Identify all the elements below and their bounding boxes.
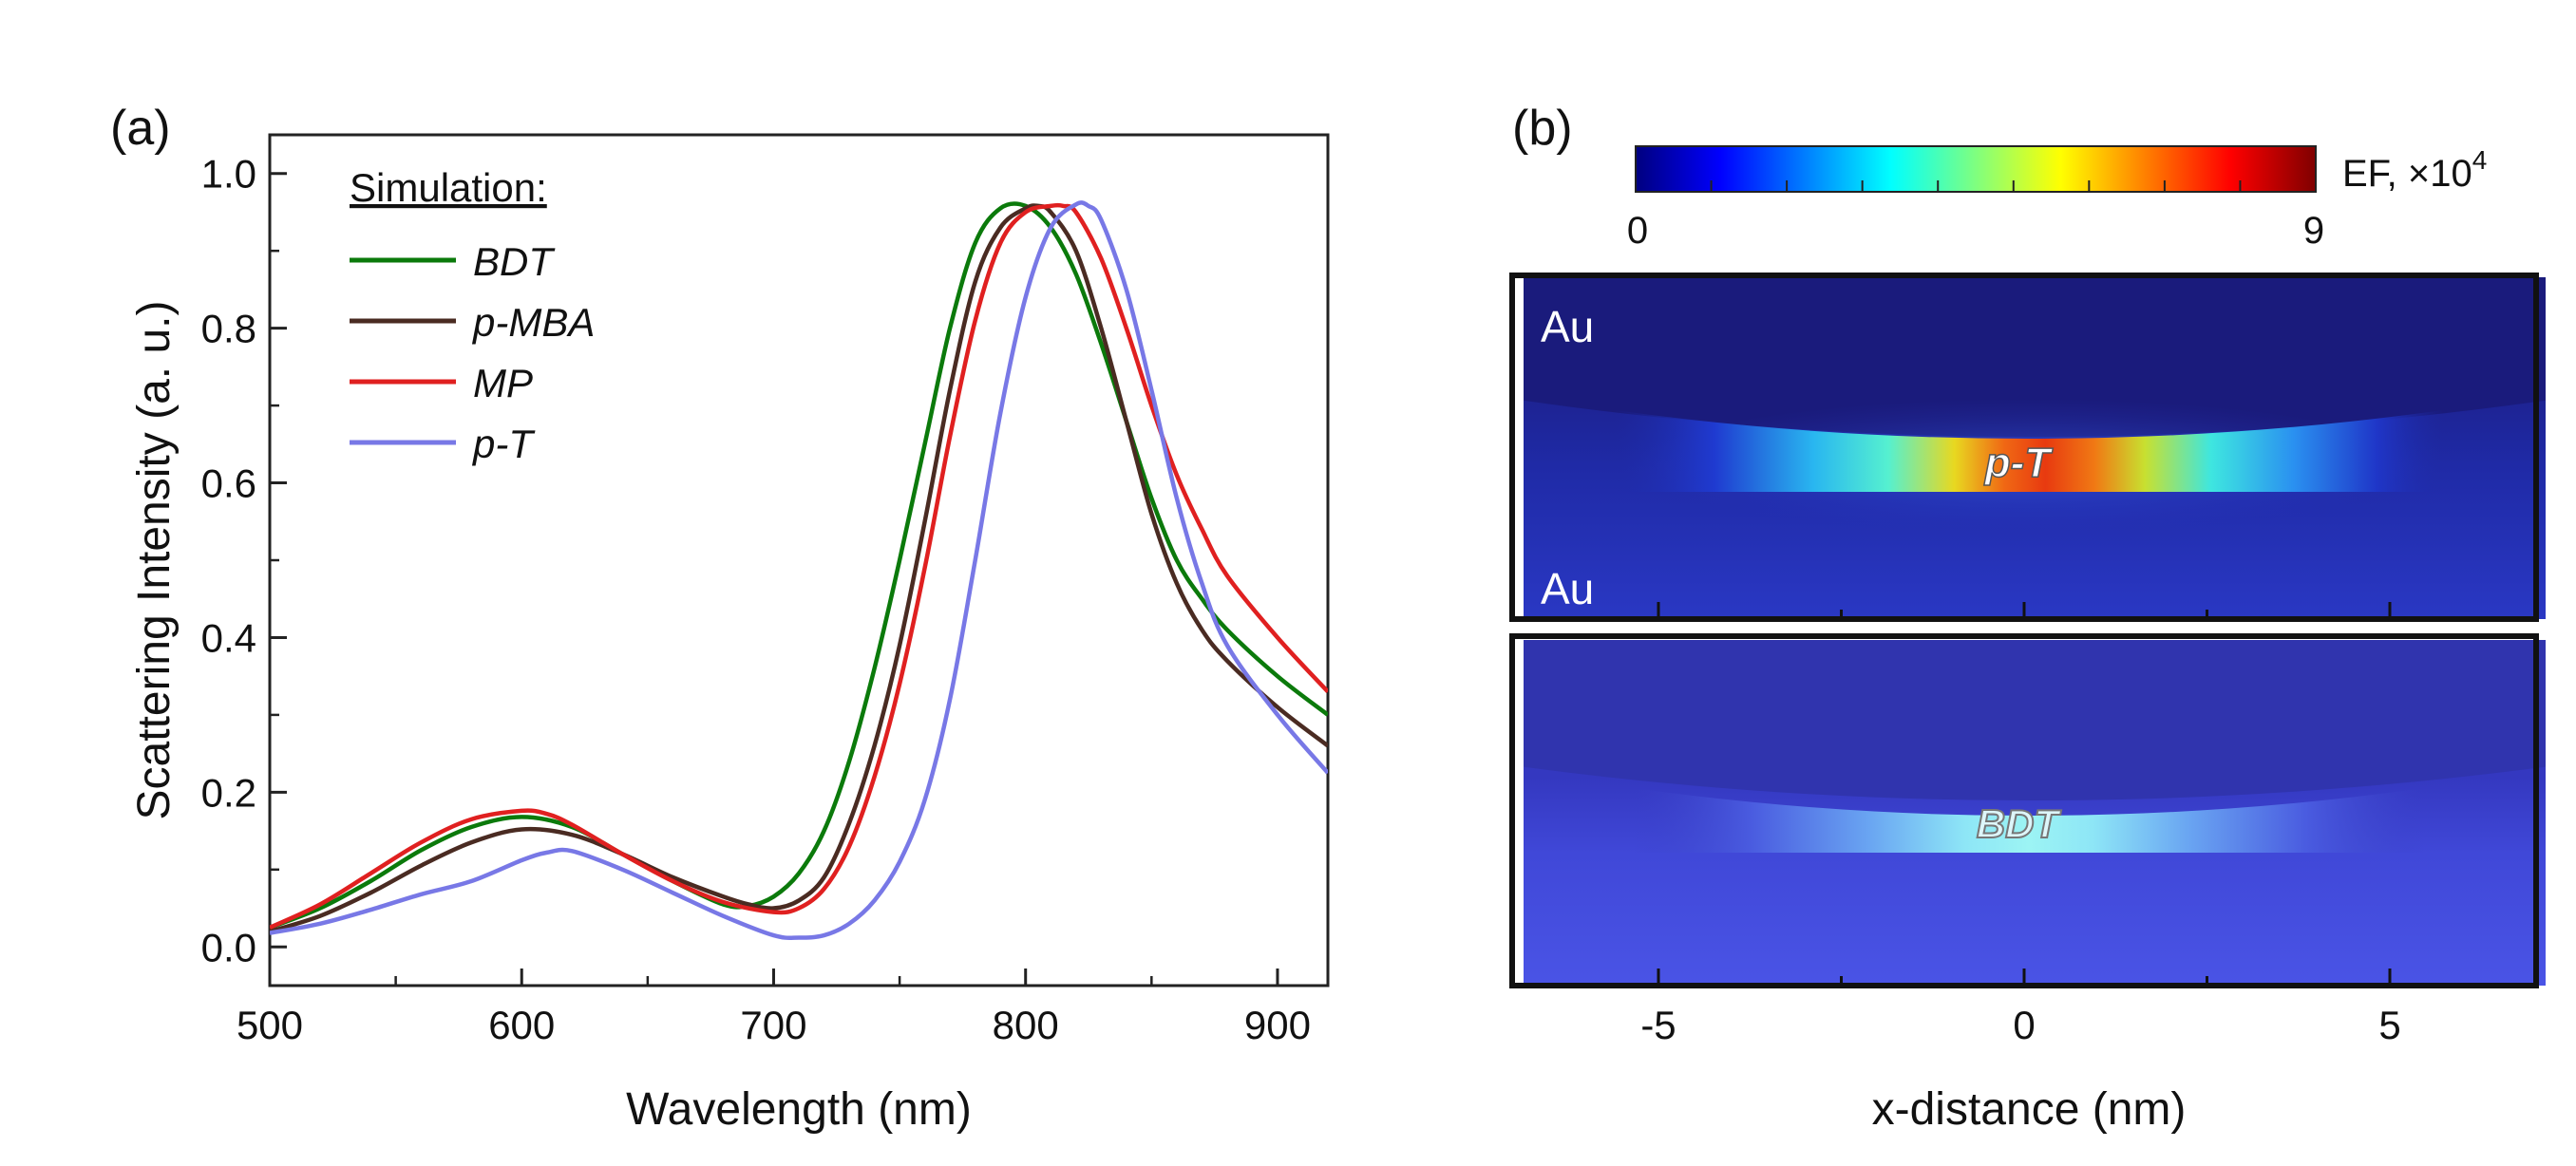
colorbar-ticks: [1635, 180, 2317, 192]
legend-title: Simulation:: [350, 165, 547, 210]
legend-label-p-t: p-T: [471, 422, 536, 466]
field-map-top-upper-surface: [1524, 277, 2546, 437]
field-map-bottom-molecule-label: BDT: [1977, 801, 2062, 846]
colorbar: 0 9 EF, ×104: [1627, 145, 2487, 252]
x-tick-label: 500: [237, 1003, 303, 1047]
series-line-bdt: [270, 201, 1328, 930]
field-map-xlabel: x-distance (nm): [1872, 1084, 2187, 1135]
colorbar-title: EF, ×104: [2342, 145, 2487, 195]
series-line-p-t: [270, 200, 1328, 940]
plot-a-legend: Simulation: BDT p-MBA MP p-T: [350, 165, 595, 466]
field-map-top-molecule-label: p-T: [1984, 440, 2054, 486]
colorbar-max-label: 9: [2303, 210, 2324, 252]
field-map-top: Au Au p-T: [1509, 273, 2546, 622]
legend-label-bdt: BDT: [473, 239, 556, 284]
legend-label-mp: MP: [473, 361, 533, 405]
x-tick-label: 700: [740, 1003, 806, 1047]
panel-a-label: (a): [110, 101, 171, 156]
colorbar-title-main: EF, ×10: [2342, 153, 2472, 195]
plot-a-series: [270, 200, 1328, 940]
x-tick-label: 900: [1244, 1003, 1311, 1047]
field-map-top-ticks: [1657, 602, 2392, 619]
legend-items: BDT p-MBA MP p-T: [350, 239, 595, 466]
field-map-bottom-ticks: [1657, 969, 2392, 986]
field-map-top-metal-label-upper: Au: [1541, 302, 1594, 351]
y-tick-label: 1.0: [201, 152, 256, 197]
y-tick-label: 0.2: [201, 770, 256, 815]
field-map-x-tick-label: -5: [1640, 1003, 1676, 1047]
field-map-top-gap-field: [1615, 410, 2443, 492]
field-map-bottom-gap-field: [1634, 788, 2424, 853]
x-tick-label: 800: [993, 1003, 1059, 1047]
y-tick-label: 0.8: [201, 307, 256, 351]
colorbar-title-exponent: 4: [2472, 145, 2488, 175]
field-map-x-tick-label: 5: [2378, 1003, 2400, 1047]
panel-b: (b) 0 9 EF, ×104 Au Au p-T: [1509, 101, 2546, 1135]
colorbar-gradient: [1635, 145, 2317, 193]
y-tick-label: 0.4: [201, 615, 256, 660]
field-map-bottom: BDT: [1509, 633, 2546, 988]
field-map-bottom-upper-surface: [1524, 640, 2546, 800]
plot-a-ticks: [268, 172, 1279, 986]
field-map-x-tick-labels: -5 0 5: [1640, 1003, 2400, 1047]
series-line-mp: [270, 202, 1328, 930]
field-map-top-metal-label-lower: Au: [1541, 564, 1594, 613]
x-tick-label: 600: [488, 1003, 555, 1047]
y-tick-label: 0.0: [201, 925, 256, 969]
y-tick-label: 0.6: [201, 461, 256, 506]
panel-b-label: (b): [1512, 101, 1573, 156]
plot-a-xlabel: Wavelength (nm): [626, 1084, 972, 1135]
series-line-p-mba: [270, 203, 1328, 934]
colorbar-min-label: 0: [1627, 210, 1648, 252]
field-map-x-tick-label: 0: [2013, 1003, 2035, 1047]
legend-label-p-mba: p-MBA: [471, 300, 595, 345]
plot-a-tick-labels: 500 600 700 800 900 0.0 0.2 0.4 0.6 0.8 1.0: [201, 152, 1311, 1047]
panel-a: (a) 500 600 700 800 900 0.0 0.2 0.4 0.6 0.8 1.0 Wa…: [110, 101, 1330, 1135]
plot-a-ylabel: Scattering Intensity (a. u.): [129, 301, 180, 820]
